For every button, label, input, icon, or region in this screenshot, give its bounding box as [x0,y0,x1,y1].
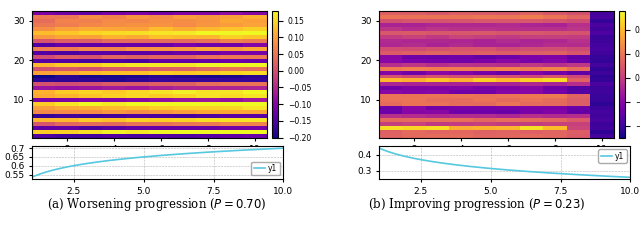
y1 [376,147,383,150]
y1 [178,152,186,155]
y1 [603,175,611,178]
y1 [28,176,36,179]
y1 [29,175,36,178]
y1 [525,170,532,173]
Line: y1: y1 [32,148,284,177]
y1 [182,152,189,155]
y1 [587,174,595,177]
Line: y1: y1 [379,148,630,177]
y1 [240,149,248,151]
Legend: y1: y1 [598,149,627,163]
Legend: y1: y1 [252,162,280,175]
y1 [627,176,634,179]
Text: (a) Worsening progression ($P = 0.70$): (a) Worsening progression ($P = 0.70$) [47,196,266,213]
y1 [529,170,537,173]
y1 [177,153,185,155]
y1 [256,148,264,151]
y1 [280,147,287,150]
Text: (b) Improving progression ($P = 0.23$): (b) Improving progression ($P = 0.23$) [368,196,586,213]
y1 [524,170,532,173]
y1 [375,146,383,149]
